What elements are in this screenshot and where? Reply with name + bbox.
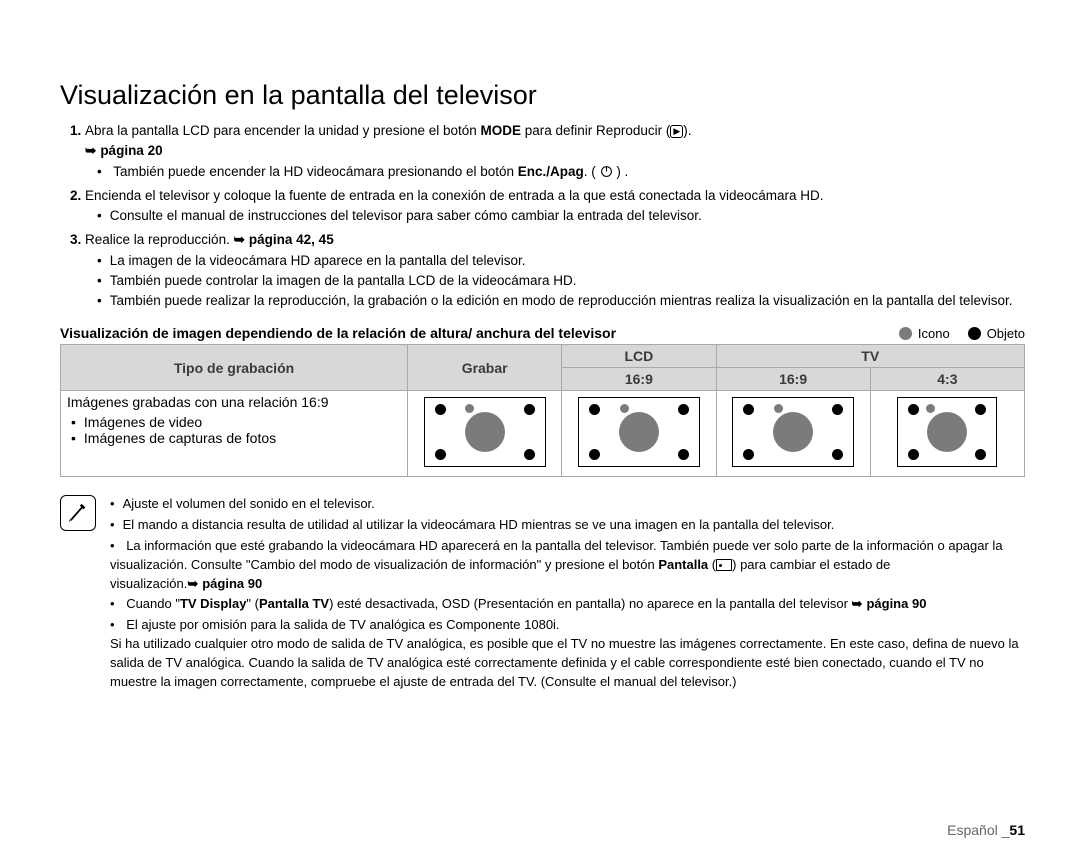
th-lcd: LCD [624,348,653,364]
instruction-list: Abra la pantalla LCD para encender la un… [60,121,1025,311]
legend-icono-swatch [899,327,912,340]
th-tv-43: 4:3 [937,371,957,387]
mode-label: MODE [481,123,522,138]
step1-text-b: para definir Reproducir ( [521,123,670,138]
step1-text-a: Abra la pantalla LCD para encender la un… [85,123,481,138]
th-tipo: Tipo de grabación [174,360,294,376]
step3-b1: La imagen de la videocámara HD aparece e… [97,251,1025,271]
cell-grabar [408,391,562,477]
th-lcd-ratio: 16:9 [625,371,653,387]
power-icon [600,165,613,178]
step-2: Encienda el televisor y coloque la fuent… [85,186,1025,227]
step2-sub: Consulte el manual de instrucciones del … [97,206,1025,226]
step1-sub: También puede encender la HD videocámara… [97,162,1025,182]
th-tv: TV [861,348,879,364]
cell-tv-43 [870,391,1024,477]
play-mode-icon: ▶ [670,125,683,138]
cell-tv-169 [716,391,870,477]
cell-lcd [562,391,716,477]
th-tv-169: 16:9 [779,371,807,387]
th-grabar: Grabar [462,360,508,376]
note-2: El mando a distancia resulta de utilidad… [110,516,1025,535]
note-4: Cuando "TV Display" (Pantalla TV) esté d… [110,595,1025,614]
note-1: Ajuste el volumen del sonido en el telev… [110,495,1025,514]
page-footer: Español _51 [947,822,1025,838]
legend: Icono Objeto [899,326,1025,341]
page-title: Visualización en la pantalla del televis… [60,80,1025,111]
note-5: El ajuste por omisión para la salida de … [110,616,1025,691]
aspect-subtitle: Visualización de imagen dependiendo de l… [60,325,881,341]
step-3: Realice la reproducción. página 42, 45 L… [85,230,1025,311]
step1-text-c: ). [683,123,691,138]
note-3: La información que esté grabando la vide… [110,537,1025,594]
legend-objeto-label: Objeto [987,326,1025,341]
display-icon [716,559,732,571]
legend-objeto-swatch [968,327,981,340]
row-desc: Imágenes grabadas con una relación 16:9 … [61,391,408,477]
note-list: Ajuste el volumen del sonido en el telev… [110,495,1025,693]
aspect-table: Tipo de grabación Grabar LCD TV 16:9 16:… [60,344,1025,477]
step3-b2: También puede controlar la imagen de la … [97,271,1025,291]
legend-icono-label: Icono [918,326,950,341]
note-icon [60,495,96,531]
step-1: Abra la pantalla LCD para encender la un… [85,121,1025,182]
step3-b3: También puede realizar la reproducción, … [97,291,1025,311]
pageref-20: página 20 [85,143,163,158]
pageref-42-45: página 42, 45 [234,232,334,247]
